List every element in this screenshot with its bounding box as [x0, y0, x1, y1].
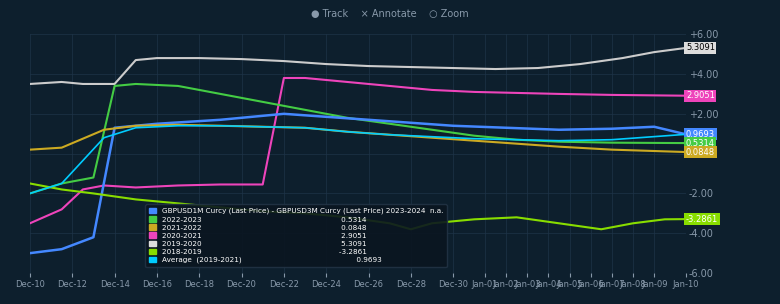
Text: 5.3091: 5.3091	[686, 43, 715, 52]
Text: ● Track    × Annotate    ○ Zoom: ● Track × Annotate ○ Zoom	[311, 9, 469, 19]
Text: -3.2861: -3.2861	[686, 215, 718, 224]
Legend: GBPUSD1M Curcy (Last Price) - GBPUSD3M Curcy (Last Price) 2023-2024  n.a., 2022-: GBPUSD1M Curcy (Last Price) - GBPUSD3M C…	[145, 204, 447, 267]
Text: 0.0848: 0.0848	[686, 147, 715, 157]
Text: 0.9693: 0.9693	[686, 130, 715, 139]
Text: 2.9051: 2.9051	[686, 91, 714, 100]
Text: 0.5314: 0.5314	[686, 139, 715, 147]
